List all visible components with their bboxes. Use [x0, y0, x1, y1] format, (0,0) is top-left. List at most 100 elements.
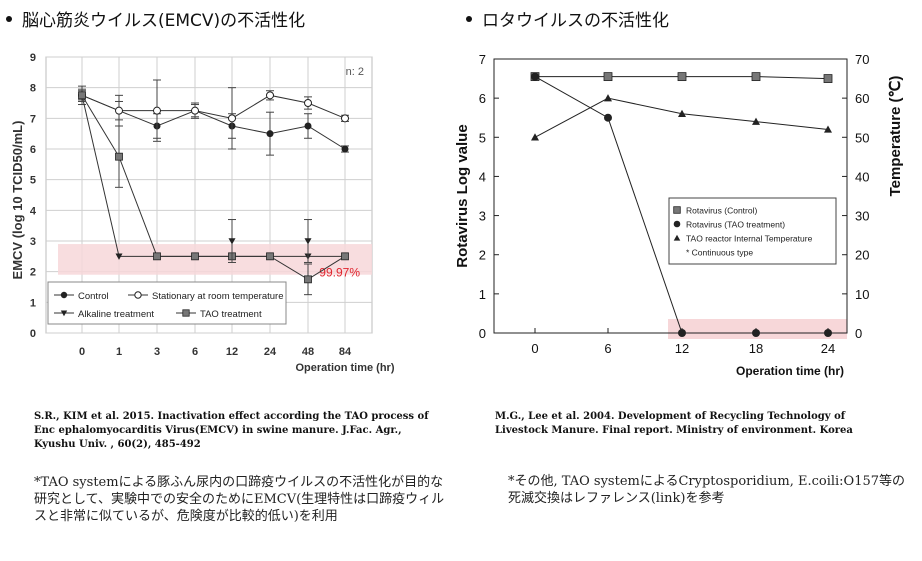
- legend-marker: [673, 206, 681, 214]
- bullet-icon: [466, 16, 472, 22]
- data-point: [751, 72, 761, 82]
- y-tick-label: 5: [30, 175, 36, 187]
- y2-tick-label: 20: [855, 248, 869, 263]
- legend-label: Control: [78, 291, 109, 302]
- legend-label: TAO reactor Internal Temperature: [686, 234, 813, 244]
- y-tick-label: 0: [30, 328, 36, 340]
- legend-label: Rotavirus (Control): [686, 206, 757, 216]
- legend-marker: [182, 309, 190, 317]
- data-point: [228, 114, 236, 123]
- data-point: [153, 252, 161, 261]
- data-point: [824, 125, 832, 133]
- y-tick-label: 1: [30, 297, 36, 309]
- data-point: [115, 253, 123, 260]
- left-citation: S.R., KIM et al. 2015. Inactivation effe…: [34, 411, 429, 450]
- data-point: [266, 252, 274, 261]
- data-point: [115, 152, 123, 161]
- y-tick-label: 9: [30, 52, 36, 64]
- y-tick-label: 1: [479, 287, 486, 302]
- y-tick-label: 6: [30, 144, 36, 156]
- x-tick-label: 84: [339, 346, 352, 358]
- legend-marker: [673, 220, 681, 228]
- data-point: [266, 130, 274, 138]
- y-tick-label: 4: [30, 205, 37, 217]
- series-line: [534, 97, 829, 138]
- y2-axis-label: Temperature (℃): [887, 76, 904, 197]
- y2-tick-label: 40: [855, 169, 869, 184]
- left-heading: 脳心筋炎ウイルス(EMCV)の不活性化: [6, 6, 305, 31]
- x-tick-label: 0: [531, 341, 538, 356]
- legend-marker: [673, 234, 681, 241]
- data-point: [191, 106, 199, 115]
- y-tick-label: 8: [30, 83, 36, 95]
- x-tick-label: 6: [192, 346, 198, 358]
- legend-label: Alkaline treatment: [78, 309, 154, 320]
- x-axis-label: Operation time (hr): [736, 364, 844, 378]
- legend-box: [668, 197, 837, 265]
- data-point: [752, 329, 760, 337]
- data-point: [752, 117, 760, 125]
- right-note: *その他, TAO systemによるCryptosporidium, E.co…: [508, 474, 906, 506]
- x-tick-label: 24: [821, 341, 835, 356]
- legend-marker: [60, 310, 68, 317]
- legend-marker: [134, 291, 142, 299]
- data-point: [678, 329, 686, 337]
- x-tick-label: 1: [116, 346, 122, 358]
- data-point: [78, 91, 86, 100]
- x-tick-label: 18: [749, 341, 763, 356]
- data-point: [228, 238, 236, 245]
- data-point: [604, 113, 612, 122]
- y-tick-label: 0: [479, 326, 486, 341]
- x-axis-label: Operation time (hr): [295, 362, 394, 374]
- y2-tick-label: 0: [855, 326, 862, 341]
- x-tick-label: 6: [604, 341, 611, 356]
- x-tick-label: 12: [675, 341, 689, 356]
- y2-tick-label: 70: [855, 52, 869, 67]
- y2-tick-label: 60: [855, 91, 869, 106]
- right-citation: M.G., Lee et al. 2004. Development of Re…: [495, 411, 853, 436]
- legend-marker: [60, 291, 68, 299]
- y-tick-label: 3: [30, 236, 36, 248]
- y-axis-label: EMCV (log 10 TCID50/mL): [10, 121, 25, 280]
- legend-label: TAO treatment: [200, 309, 262, 320]
- legend-box: [47, 281, 287, 325]
- bullet-icon: [6, 16, 12, 22]
- plot-area: [493, 58, 848, 334]
- series-line: [81, 95, 346, 280]
- data-point: [677, 72, 687, 82]
- y-tick-label: 7: [479, 52, 486, 67]
- left-note: *TAO systemによる豚ふん尿内の口蹄疫ウイルスの不活性化が目的な研究とし…: [34, 475, 445, 524]
- series-line: [81, 94, 346, 119]
- y-tick-label: 6: [479, 91, 486, 106]
- legend-label: Stationary at room temperature: [152, 291, 283, 302]
- y-tick-label: 2: [30, 267, 36, 279]
- reduction-percent-label: 99.97%: [319, 265, 360, 279]
- y2-tick-label: 30: [855, 209, 869, 224]
- data-point: [824, 329, 832, 337]
- y2-tick-label: 50: [855, 130, 869, 145]
- y2-tick-label: 10: [855, 287, 869, 302]
- series-line: [81, 94, 346, 150]
- y-axis-label: Rotavirus Log value: [454, 124, 471, 267]
- sample-count-label: n: 2: [346, 66, 364, 78]
- x-tick-label: 0: [79, 346, 85, 358]
- right-heading: ロタウイルスの不活性化: [466, 6, 669, 31]
- data-point: [266, 91, 274, 100]
- data-point: [604, 94, 612, 102]
- highlight-band: [668, 319, 847, 339]
- y-tick-label: 3: [479, 209, 486, 224]
- data-point: [341, 114, 349, 123]
- data-point: [531, 133, 539, 141]
- highlight-band: [58, 244, 372, 275]
- data-point: [115, 106, 123, 115]
- x-tick-label: 48: [302, 346, 314, 358]
- y-tick-label: 2: [479, 248, 486, 263]
- data-point: [304, 99, 312, 107]
- x-tick-label: 3: [154, 346, 160, 358]
- data-point: [304, 238, 312, 245]
- data-point: [603, 72, 613, 82]
- right-heading-text: ロタウイルスの不活性化: [482, 11, 669, 31]
- data-point: [531, 72, 539, 81]
